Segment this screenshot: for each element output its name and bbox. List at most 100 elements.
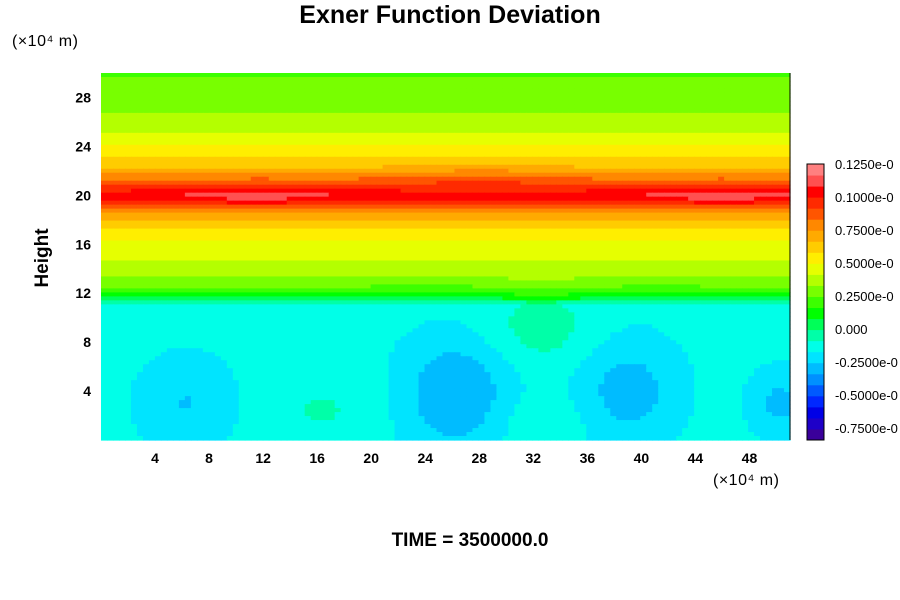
heatmap-cell	[700, 188, 707, 194]
heatmap-cell	[136, 192, 144, 198]
heatmap-cell	[118, 100, 126, 106]
heatmap-cell	[634, 76, 641, 82]
heatmap-cell	[226, 176, 234, 182]
heatmap-cell	[412, 192, 420, 198]
heatmap-cell	[628, 152, 635, 158]
heatmap-cell	[490, 76, 498, 82]
heatmap-cell	[640, 112, 647, 118]
heatmap-cell	[766, 232, 773, 238]
heatmap-cell	[784, 168, 791, 174]
heatmap-cell	[706, 88, 713, 94]
heatmap-cell	[610, 116, 617, 122]
heatmap-cell	[520, 224, 527, 230]
heatmap-cell	[418, 76, 426, 82]
heatmap-cell	[202, 112, 210, 118]
heatmap-cell	[172, 236, 180, 242]
heatmap-cell	[580, 216, 587, 222]
heatmap-cell	[340, 100, 348, 106]
heatmap-cell	[412, 188, 420, 194]
heatmap-cell	[274, 196, 282, 202]
heatmap-cell	[190, 116, 198, 122]
heatmap-cell	[520, 144, 527, 150]
heatmap-cell	[358, 88, 366, 94]
heatmap-cell	[448, 140, 456, 146]
heatmap-cell	[652, 136, 659, 142]
heatmap-cell	[718, 88, 725, 94]
heatmap-cell	[358, 76, 366, 82]
heatmap-cell	[616, 124, 623, 130]
heatmap-cell	[430, 108, 438, 114]
heatmap-cell	[358, 168, 366, 174]
heatmap-cell	[496, 224, 504, 230]
heatmap-cell	[142, 136, 150, 142]
heatmap-cell	[316, 144, 324, 150]
heatmap-cell	[700, 84, 707, 90]
heatmap-cell	[748, 116, 755, 122]
heatmap-cell	[106, 212, 114, 218]
heatmap-cell	[760, 104, 767, 110]
heatmap-cell	[310, 136, 318, 142]
heatmap-cell	[682, 172, 689, 178]
heatmap-cell	[400, 212, 408, 218]
heatmap-cell	[208, 104, 216, 110]
heatmap-cell	[112, 168, 120, 174]
heatmap-cell	[760, 132, 767, 138]
heatmap-cell	[676, 140, 683, 146]
heatmap-cell	[550, 164, 557, 170]
heatmap-cell	[412, 164, 420, 170]
heatmap-cell	[706, 240, 713, 246]
heatmap-cell	[646, 200, 653, 206]
heatmap-cell	[736, 152, 743, 158]
heatmap-cell	[514, 204, 521, 210]
heatmap-cell	[118, 188, 126, 194]
heatmap-cell	[436, 152, 444, 158]
heatmap-cell	[268, 73, 276, 78]
heatmap-cell	[628, 204, 635, 210]
heatmap-cell	[466, 148, 474, 154]
heatmap-cell	[262, 200, 270, 206]
heatmap-cell	[568, 204, 575, 210]
heatmap-cell	[172, 164, 180, 170]
heatmap-cell	[178, 128, 186, 134]
heatmap-cell	[406, 84, 414, 90]
heatmap-cell	[124, 240, 132, 246]
heatmap-cell	[358, 100, 366, 106]
heatmap-cell	[250, 100, 258, 106]
heatmap-cell	[160, 236, 168, 242]
heatmap-cell	[430, 96, 438, 102]
heatmap-cell	[724, 240, 731, 246]
heatmap-cell	[574, 92, 581, 98]
heatmap-cell	[628, 112, 635, 118]
heatmap-cell	[508, 240, 515, 246]
heatmap-cell	[106, 184, 114, 190]
heatmap-cell	[190, 180, 198, 186]
heatmap-cell	[340, 216, 348, 222]
heatmap-cell	[280, 192, 288, 198]
heatmap-cell	[382, 240, 390, 246]
heatmap-cell	[160, 196, 168, 202]
heatmap-cell	[232, 216, 240, 222]
heatmap-cell	[202, 192, 210, 198]
heatmap-cell	[178, 136, 186, 142]
heatmap-cell	[101, 216, 108, 222]
heatmap-cell	[406, 124, 414, 130]
heatmap-cell	[172, 100, 180, 106]
heatmap-cell	[340, 116, 348, 122]
heatmap-cell	[256, 108, 264, 114]
heatmap-cell	[472, 124, 480, 130]
heatmap-cell	[574, 96, 581, 102]
heatmap-cell	[364, 76, 372, 82]
heatmap-cell	[196, 152, 204, 158]
heatmap-cell	[322, 172, 330, 178]
heatmap-cell	[772, 232, 779, 238]
heatmap-cell	[748, 84, 755, 90]
heatmap-cell	[340, 204, 348, 210]
heatmap-cell	[436, 100, 444, 106]
heatmap-cell	[616, 232, 623, 238]
heatmap-cell	[466, 100, 474, 106]
heatmap-cell	[706, 128, 713, 134]
heatmap-cell	[352, 160, 360, 166]
heatmap-cell	[400, 208, 408, 214]
heatmap-cell	[604, 188, 611, 194]
heatmap-cell	[448, 212, 456, 218]
